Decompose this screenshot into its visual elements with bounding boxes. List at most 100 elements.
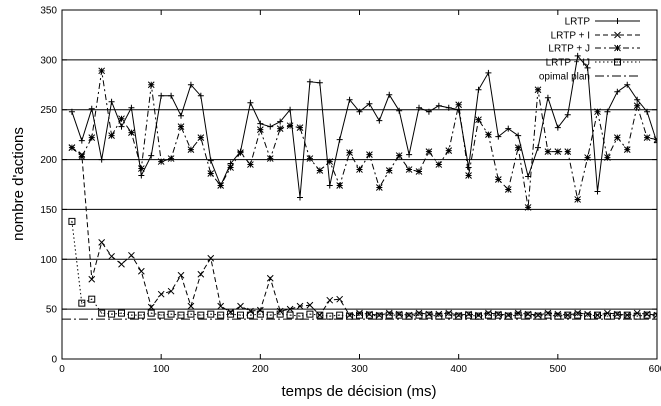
- x-tick-label: 400: [450, 364, 467, 375]
- data-point-3: [365, 311, 373, 319]
- data-point-3: [157, 311, 165, 319]
- data-point-1: [118, 260, 125, 268]
- data-point-2: [574, 196, 582, 203]
- data-point-1: [514, 309, 522, 317]
- legend-marker-2: [614, 44, 621, 52]
- data-point-1: [435, 310, 443, 318]
- data-point-0: [336, 136, 343, 143]
- data-point-0: [435, 102, 442, 109]
- data-point-3-dot: [210, 313, 212, 315]
- data-point-1: [147, 303, 155, 311]
- data-point-3: [306, 310, 314, 318]
- data-point-2: [494, 176, 502, 183]
- data-point-2: [584, 154, 591, 161]
- data-point-1: [554, 310, 562, 318]
- data-point-3: [227, 310, 235, 318]
- legend-marker-3: [614, 58, 621, 66]
- data-point-1: [207, 254, 215, 262]
- data-point-2: [475, 116, 482, 124]
- data-point-0: [386, 91, 393, 98]
- data-point-3-dot: [468, 314, 470, 316]
- data-point-3: [246, 311, 254, 319]
- data-point-1: [286, 305, 294, 313]
- data-point-3-dot: [71, 220, 73, 222]
- data-point-0: [594, 188, 601, 195]
- data-point-1: [326, 296, 334, 304]
- data-point-3: [316, 311, 324, 319]
- data-point-1: [108, 252, 115, 260]
- data-point-3-dot: [418, 314, 420, 316]
- data-point-3-dot: [289, 314, 291, 316]
- data-point-0: [525, 173, 532, 180]
- data-point-3-dot: [309, 313, 311, 315]
- data-point-3-dot: [81, 302, 83, 304]
- data-point-2: [375, 184, 383, 191]
- series-0: [68, 52, 657, 201]
- data-point-3-dot: [537, 315, 539, 317]
- series-line-2: [71, 70, 657, 208]
- data-point-1: [217, 302, 225, 310]
- data-point-0: [604, 108, 611, 115]
- data-point-2: [286, 122, 294, 130]
- data-point-3-dot: [478, 315, 479, 317]
- data-point-3: [167, 310, 175, 318]
- data-point-3-dot: [249, 314, 251, 316]
- data-point-3: [256, 310, 264, 318]
- data-point-3: [118, 309, 125, 317]
- legend-marker-0: [614, 18, 621, 24]
- data-point-2: [534, 86, 542, 94]
- data-point-3-dot: [180, 314, 182, 316]
- data-point-3-dot: [230, 313, 232, 315]
- data-point-3: [286, 311, 294, 319]
- data-point-3-dot: [269, 314, 271, 316]
- data-point-1: [385, 309, 393, 317]
- data-point-3-dot: [319, 314, 321, 316]
- data-point-3-dot: [368, 314, 370, 316]
- data-point-3-dot: [190, 313, 192, 315]
- series-line-1: [71, 147, 657, 316]
- data-point-0: [138, 172, 145, 179]
- data-point-3-dot: [240, 314, 241, 316]
- data-point-2: [455, 101, 463, 109]
- x-tick-label: 0: [59, 364, 65, 375]
- series-layer: [62, 52, 657, 320]
- data-point-2: [68, 144, 76, 151]
- data-point-3: [613, 311, 621, 319]
- data-point-3-dot: [299, 315, 301, 317]
- series-1: [68, 144, 657, 319]
- data-point-3-dot: [527, 314, 529, 316]
- y-tick-label: 200: [40, 155, 57, 166]
- data-point-1: [296, 302, 304, 310]
- data-point-3-dot: [398, 314, 400, 316]
- data-point-2: [385, 167, 393, 174]
- data-point-0: [187, 81, 194, 88]
- data-point-3-dot: [428, 314, 430, 316]
- data-point-2: [128, 129, 135, 137]
- data-point-2: [296, 124, 304, 132]
- data-point-2: [118, 115, 125, 123]
- data-point-3-dot: [557, 315, 559, 317]
- data-point-0: [316, 79, 323, 86]
- data-point-3: [108, 310, 116, 318]
- data-point-2: [346, 149, 353, 156]
- data-point-3-dot: [517, 314, 519, 316]
- data-point-2: [564, 148, 572, 155]
- data-point-0: [475, 86, 482, 93]
- data-point-2: [147, 81, 155, 89]
- data-point-2: [524, 204, 532, 211]
- data-point-1: [237, 302, 244, 310]
- data-point-3: [643, 311, 651, 319]
- data-point-3-dot: [378, 315, 380, 317]
- data-point-2: [167, 155, 175, 162]
- data-point-1: [574, 309, 582, 317]
- data-point-1: [356, 309, 363, 317]
- data-point-0: [634, 96, 641, 103]
- data-point-3: [336, 311, 344, 319]
- y-tick-label: 100: [40, 255, 57, 266]
- data-point-0: [257, 120, 264, 127]
- data-point-2: [594, 108, 601, 116]
- legend-label-1: LRTP + I: [551, 31, 590, 42]
- legend-marker-1: [614, 31, 621, 39]
- data-point-3-dot: [200, 314, 202, 316]
- data-point-0: [406, 151, 413, 158]
